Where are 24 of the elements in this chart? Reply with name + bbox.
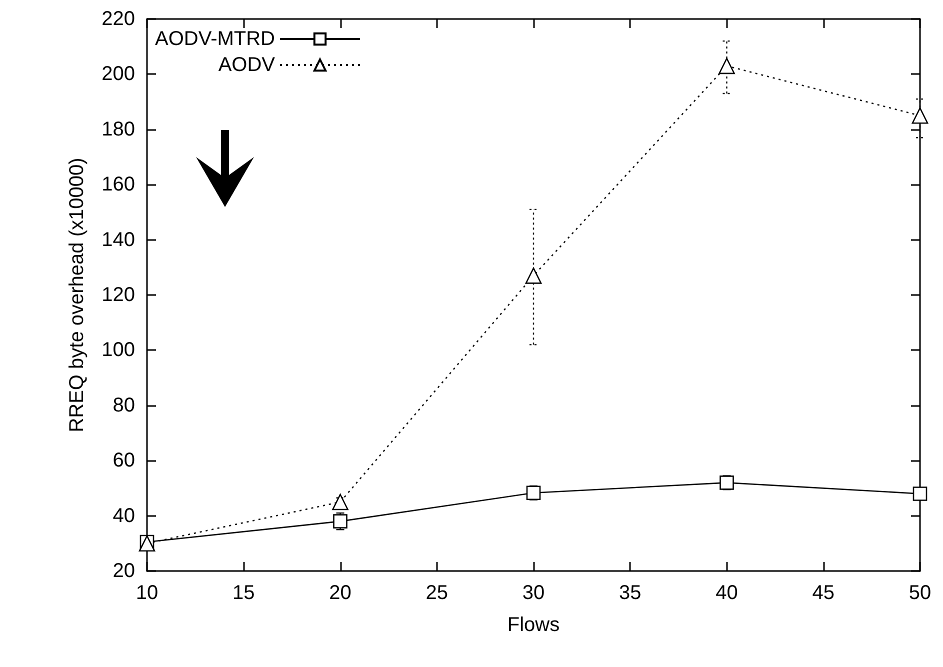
y-tick-label: 100 — [102, 339, 135, 362]
y-tick-label: 160 — [102, 174, 135, 196]
x-tick-label: 25 — [426, 582, 448, 604]
x-tick-label: 35 — [619, 582, 642, 604]
x-tick-label: 10 — [136, 582, 158, 604]
x-axis-title: Flows — [507, 614, 560, 636]
y-tick-label: 20 — [112, 560, 135, 582]
x-tick-label: 15 — [232, 582, 255, 604]
y-tick-label: 60 — [112, 450, 135, 472]
legend-label: AODV-MTRD — [155, 28, 275, 50]
y-tick-label: 120 — [102, 284, 135, 306]
legend-label: AODV — [218, 54, 276, 76]
x-tick-label: 30 — [522, 582, 545, 604]
x-tick-label: 50 — [908, 582, 932, 604]
x-tick-label: 40 — [716, 582, 738, 604]
y-tick-label: 80 — [112, 394, 135, 416]
y-tick-label: 220 — [102, 8, 135, 30]
x-tick-label: 20 — [329, 582, 352, 604]
y-axis-title: RREQ byte overhead (x10000) — [66, 158, 88, 432]
y-tick-label: 180 — [102, 118, 135, 140]
y-tick-label: 40 — [112, 504, 135, 527]
y-tick-label: 200 — [102, 63, 135, 86]
x-tick-label: 45 — [812, 582, 834, 604]
y-tick-label: 140 — [102, 228, 135, 251]
